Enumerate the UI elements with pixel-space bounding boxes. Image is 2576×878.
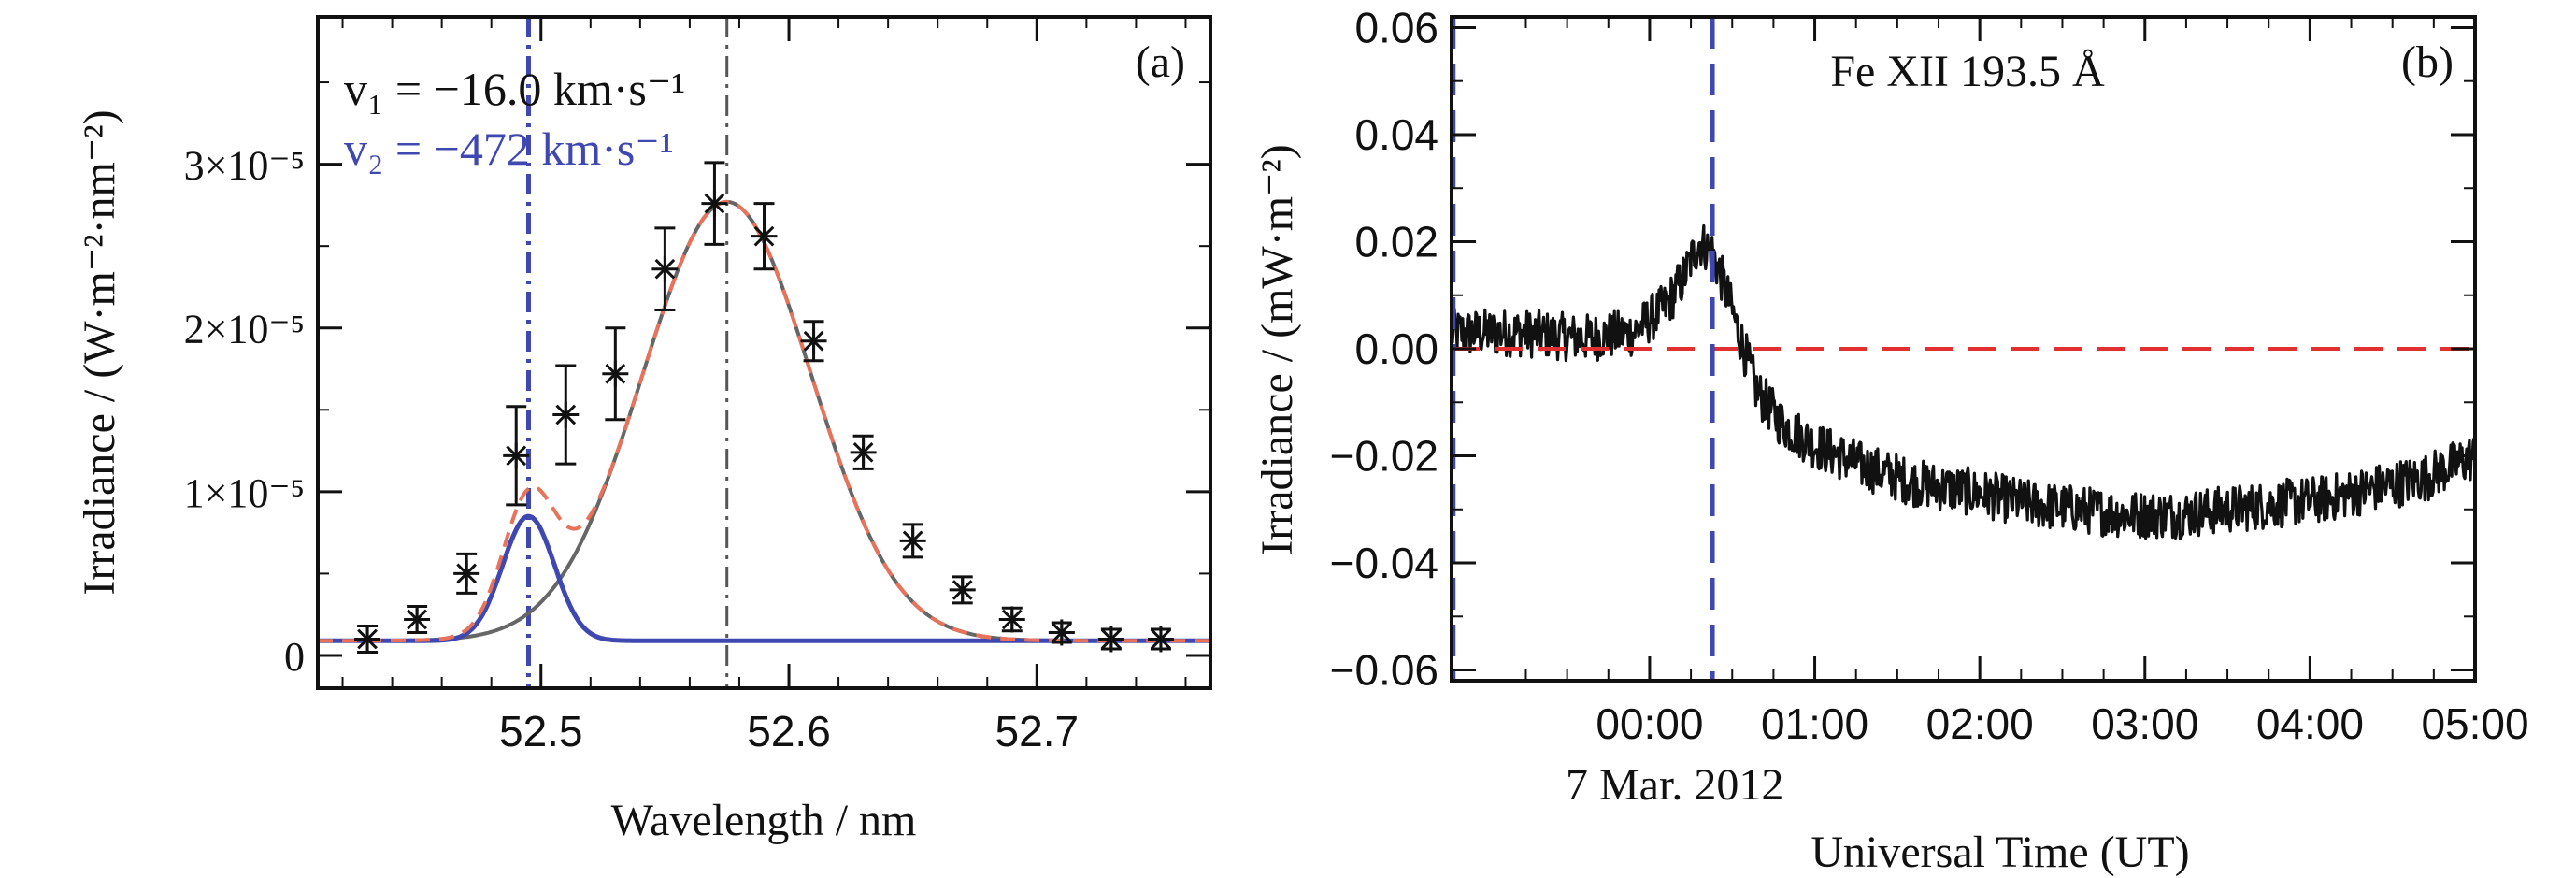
panel-b-label: (b): [2401, 37, 2454, 87]
panel-a-label: (a): [1136, 37, 1185, 87]
panel-b-date-label: 7 Mar. 2012: [1566, 760, 1783, 810]
panel-a-point-8: [751, 202, 778, 271]
panel-b-ytick-label-6: 0.06: [1354, 3, 1438, 51]
panel-b-xtick-label-2: 02:00: [1926, 699, 2034, 748]
panel-b-xtick-label-1: 01:00: [1761, 699, 1868, 748]
panel-a-point-12: [949, 575, 976, 605]
panel-a-annotation-v2: v₂ = −472 km·s⁻¹: [344, 122, 674, 175]
panel-b-ytick-label-2: −0.02: [1330, 432, 1438, 481]
panel-b-ytick-label-3: 0.00: [1354, 324, 1438, 373]
panel-a-point-11: [899, 523, 926, 559]
panel-a-point-13: [998, 606, 1025, 633]
panel-a-xtick-label-0: 52.5: [499, 707, 583, 756]
panel-b-xtick-label-3: 03:00: [2091, 699, 2198, 748]
panel-b-title: Fe XII 193.5 Å: [1830, 47, 2105, 96]
panel-a-point-9: [800, 320, 827, 363]
panel-b-xlabel: Universal Time (UT): [1810, 828, 2189, 877]
panel-a-point-3: [503, 405, 530, 507]
panel-a-point-4: [552, 364, 580, 466]
panel-a-xtick-label-1: 52.6: [747, 707, 831, 756]
panel-a-point-15: [1097, 626, 1124, 653]
panel-b: 00:00 01:00 02:00 03:00 04:00 05:00 −0.06 −0.04…: [1252, 3, 2529, 877]
panel-b-ytick-label-1: −0.04: [1330, 539, 1438, 587]
panel-b-xtick-label-5: 05:00: [2421, 699, 2528, 748]
panel-a-point-14: [1048, 619, 1075, 646]
panel-a-frame: [316, 15, 1212, 690]
panel-a-point-5: [602, 326, 629, 422]
panel-a: 52.5 52.6 52.7 0 1×10⁻⁵ 2×10⁻⁵ 3×10⁻⁵ (a) v₁ =…: [75, 15, 1212, 845]
panel-a-point-2: [453, 552, 480, 595]
panel-a-ytick-label-2: 2×10⁻⁵: [184, 307, 305, 353]
panel-a-ytick-label-3: 3×10⁻⁵: [184, 143, 305, 189]
panel-b-ylabel: Irradiance / (mW·m⁻²): [1252, 144, 1302, 555]
panel-a-xlabel: Wavelength / nm: [611, 796, 917, 845]
panel-a-ytick-label-1: 1×10⁻⁵: [184, 470, 305, 516]
panel-a-point-10: [850, 434, 877, 470]
panel-a-annotation-v1: v₁ = −16.0 km·s⁻¹: [344, 63, 685, 115]
panel-a-ytick-label-0: 0: [284, 634, 305, 680]
panel-b-xtick-label-4: 04:00: [2256, 699, 2364, 748]
panel-b-ytick-label-0: −0.06: [1330, 646, 1438, 695]
panel-a-point-7: [701, 161, 728, 246]
panel-a-fit-secondary: [318, 513, 1210, 643]
panel-b-ytick-label-5: 0.04: [1354, 110, 1438, 159]
panel-a-point-16: [1147, 626, 1174, 653]
panel-b-series-0: [1452, 223, 2475, 540]
panel-b-xtick-label-0: 00:00: [1596, 699, 1703, 748]
panel-a-ylabel: Irradiance / (W·m⁻²·nm⁻²): [75, 109, 124, 595]
panel-b-ytick-label-4: 0.02: [1354, 217, 1438, 266]
panel-a-xtick-label-2: 52.7: [995, 707, 1080, 756]
panel-a-point-0: [354, 624, 381, 654]
panel-a-point-1: [404, 604, 431, 634]
panel-a-point-6: [651, 226, 679, 311]
